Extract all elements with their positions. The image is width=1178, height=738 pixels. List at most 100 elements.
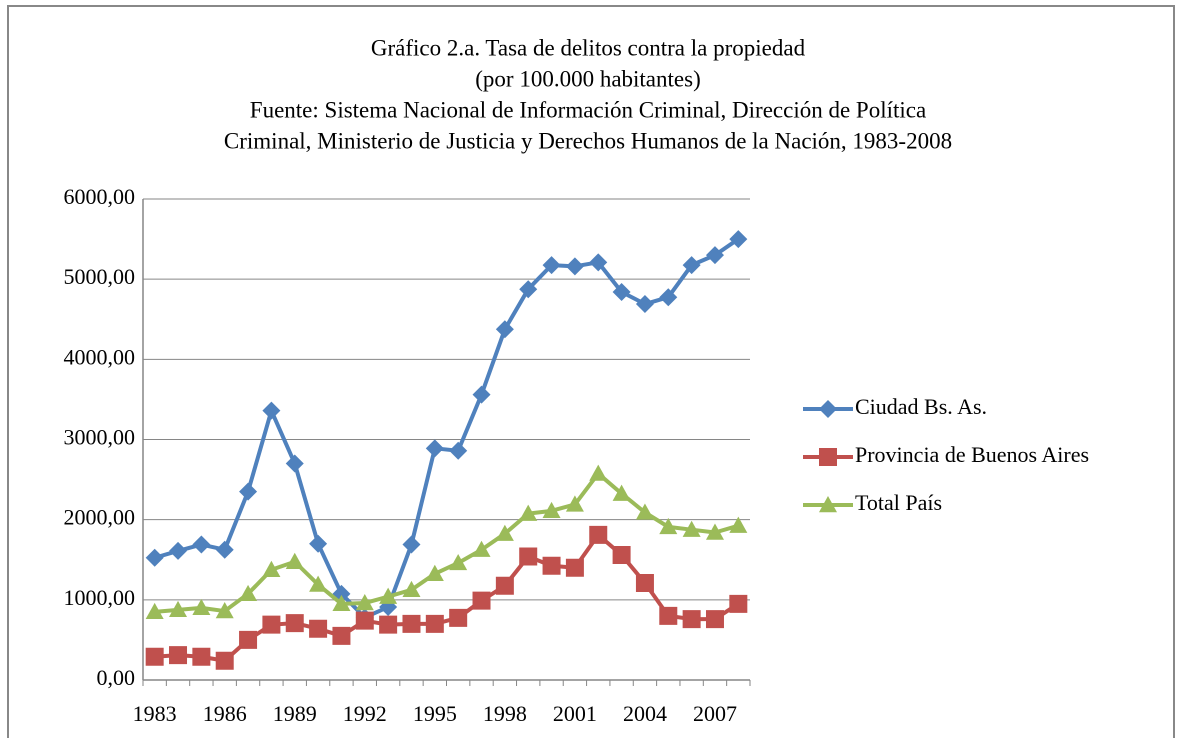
x-tick-label: 2007 xyxy=(693,701,737,726)
legend-marker xyxy=(819,496,837,513)
data-point xyxy=(285,614,304,633)
data-point xyxy=(635,295,654,314)
legend-label: Total País xyxy=(855,490,942,515)
data-point xyxy=(169,541,188,560)
chart-title: (por 100.000 habitantes) xyxy=(475,66,700,91)
data-point xyxy=(215,540,234,559)
data-point xyxy=(449,441,468,460)
data-point xyxy=(495,576,514,595)
data-point xyxy=(262,615,281,634)
legend-label: Provincia de Buenos Aires xyxy=(855,442,1089,467)
data-point xyxy=(145,647,164,666)
data-point xyxy=(589,253,608,272)
x-tick-label: 1989 xyxy=(273,701,317,726)
chart-title: Criminal, Ministerio de Justicia y Derec… xyxy=(224,128,952,153)
series-line xyxy=(154,471,739,614)
data-point xyxy=(425,614,444,633)
data-point xyxy=(542,256,561,275)
data-point xyxy=(145,602,164,620)
data-point xyxy=(169,646,188,665)
data-point xyxy=(519,547,538,566)
data-point xyxy=(682,520,701,537)
data-point xyxy=(519,280,538,299)
data-point xyxy=(472,540,491,557)
chart-frame xyxy=(7,5,1175,738)
data-point xyxy=(729,230,748,249)
data-point xyxy=(449,553,468,571)
data-point xyxy=(589,464,608,481)
legend-marker xyxy=(819,448,837,466)
data-point xyxy=(659,288,678,307)
data-point xyxy=(612,545,631,564)
chart-title: Fuente: Sistema Nacional de Información … xyxy=(250,97,926,122)
data-point xyxy=(449,608,468,627)
data-point xyxy=(239,584,258,602)
legend-label: Ciudad Bs. As. xyxy=(855,394,987,419)
data-point xyxy=(495,320,514,339)
data-point xyxy=(472,385,491,404)
data-point xyxy=(145,548,164,567)
data-point xyxy=(285,552,304,569)
data-point xyxy=(309,575,328,592)
data-point xyxy=(215,602,234,619)
data-point xyxy=(589,525,608,544)
y-tick-label: 4000,00 xyxy=(64,344,136,369)
data-point xyxy=(705,246,724,265)
data-point xyxy=(425,564,444,581)
x-tick-label: 1995 xyxy=(413,701,457,726)
data-point xyxy=(402,614,421,633)
data-point xyxy=(635,503,654,520)
data-point xyxy=(705,523,724,540)
data-point xyxy=(472,591,491,610)
data-point xyxy=(192,598,211,616)
data-point xyxy=(729,516,748,533)
x-tick-label: 1986 xyxy=(203,701,247,726)
data-point xyxy=(705,610,724,629)
x-tick-label: 1992 xyxy=(343,701,387,726)
data-point xyxy=(495,524,514,541)
x-tick-label: 2001 xyxy=(553,701,597,726)
data-point xyxy=(659,517,678,535)
x-tick-label: 2004 xyxy=(623,701,667,726)
data-point xyxy=(682,256,701,275)
y-tick-label: 6000,00 xyxy=(64,184,136,209)
data-point xyxy=(729,594,748,613)
y-tick-label: 0,00 xyxy=(97,665,136,690)
y-tick-label: 3000,00 xyxy=(64,425,136,450)
data-point xyxy=(565,558,584,577)
data-point xyxy=(309,534,328,553)
data-point xyxy=(612,484,631,501)
chart-title: Gráfico 2.a. Tasa de delitos contra la p… xyxy=(371,35,806,60)
data-point xyxy=(285,454,304,473)
data-point xyxy=(379,615,398,634)
data-point xyxy=(215,651,234,670)
data-point xyxy=(355,594,374,611)
data-point xyxy=(682,610,701,629)
data-point xyxy=(659,606,678,625)
data-point xyxy=(192,535,211,554)
data-point xyxy=(192,647,211,666)
data-point xyxy=(355,611,374,630)
data-point xyxy=(309,619,328,638)
data-point xyxy=(169,600,188,618)
data-point xyxy=(542,501,561,519)
data-point xyxy=(332,594,351,612)
data-point xyxy=(332,626,351,645)
x-tick-label: 1983 xyxy=(133,701,177,726)
data-point xyxy=(425,439,444,458)
data-point xyxy=(565,257,584,276)
data-point xyxy=(612,282,631,301)
x-tick-label: 1998 xyxy=(483,701,527,726)
data-point xyxy=(262,401,281,420)
data-point xyxy=(565,495,584,512)
data-point xyxy=(402,580,421,598)
legend-marker xyxy=(819,400,837,418)
data-point xyxy=(262,560,281,577)
data-point xyxy=(635,573,654,592)
data-point xyxy=(402,535,421,554)
data-point xyxy=(519,504,538,521)
data-point xyxy=(239,482,258,501)
y-tick-label: 5000,00 xyxy=(64,264,136,289)
data-point xyxy=(239,630,258,649)
